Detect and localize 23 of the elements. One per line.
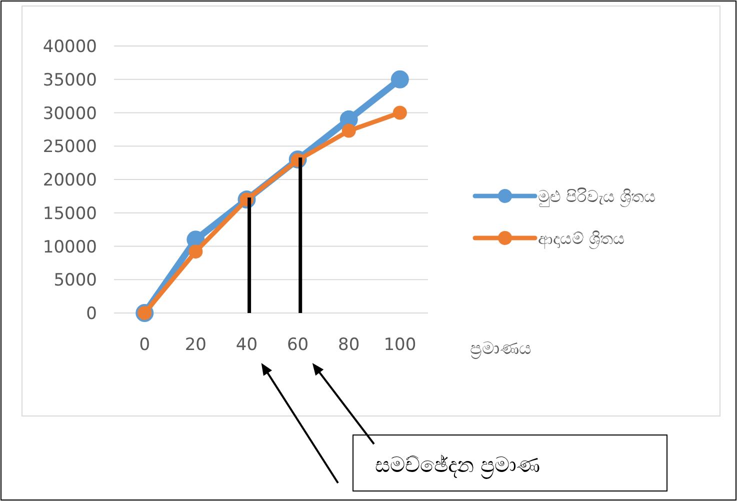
legend-label: ආදායම් ශ්‍රිතය: [538, 229, 626, 249]
point: [342, 124, 356, 138]
x-axis-title: ප්‍රමාණය: [470, 339, 531, 359]
y-tick-label: 10000: [42, 237, 97, 258]
x-tick-label: 20: [184, 335, 207, 355]
text: සමච්ඡේදන ප්‍රමාණ: [375, 453, 541, 479]
legend-label: මුළු පිරිවැය ශ්‍රිතය: [538, 187, 656, 207]
x-tick-label: 0: [139, 335, 150, 355]
x-tick-label: 60: [286, 335, 309, 355]
y-tick-label: 30000: [42, 104, 97, 124]
y-tick-label: 0: [86, 304, 97, 324]
y-tick-label: 35000: [42, 70, 97, 90]
x-tick-label: 40: [236, 335, 258, 355]
y-tick-label: 40000: [42, 37, 97, 57]
point: [390, 70, 409, 88]
point: [188, 244, 203, 259]
y-tick-label: 15000: [42, 204, 97, 224]
y-tick-label: 20000: [42, 170, 97, 190]
x-tick-label: 80: [338, 335, 360, 355]
y-tick-label: 25000: [42, 137, 97, 158]
y-tick-label: 5000: [54, 270, 97, 291]
point: [392, 106, 407, 120]
x-tick-label: 100: [384, 335, 416, 355]
